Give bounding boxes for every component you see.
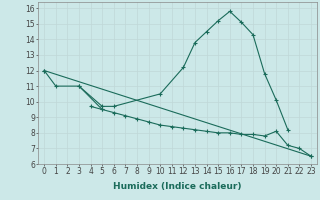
X-axis label: Humidex (Indice chaleur): Humidex (Indice chaleur) [113,182,242,191]
